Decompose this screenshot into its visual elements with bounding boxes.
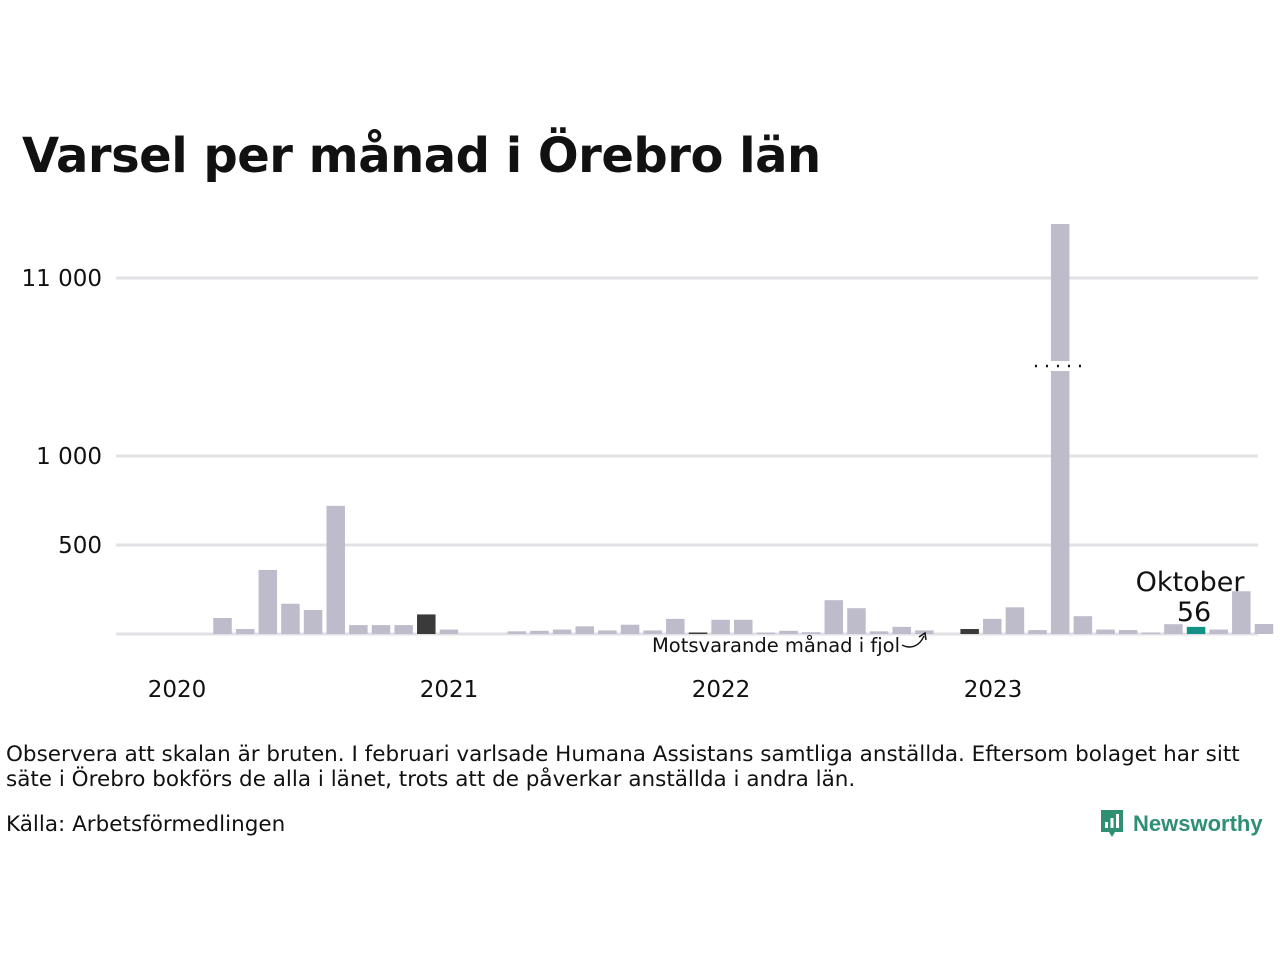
bar	[734, 619, 753, 634]
current-month-bar	[1186, 626, 1206, 634]
bar-chart-badge-icon	[1101, 810, 1123, 837]
bar	[869, 631, 889, 634]
previous-year-bar	[960, 629, 979, 634]
bar	[847, 608, 866, 634]
axis-break-marker	[1034, 361, 1086, 371]
y-tick-label: 11 000	[22, 266, 102, 292]
bar	[213, 617, 232, 634]
annotation-arrow	[901, 635, 925, 648]
bar	[620, 624, 640, 634]
bar	[1028, 630, 1047, 634]
bar	[507, 631, 527, 634]
bar	[824, 600, 844, 634]
bar	[1232, 591, 1251, 634]
x-axis-ticks: 2020 2021 2022 2023	[148, 677, 1023, 703]
x-tick-label: 2023	[964, 677, 1023, 703]
bar	[666, 618, 685, 634]
bar	[1254, 624, 1274, 634]
bar	[439, 629, 459, 634]
bar	[575, 626, 595, 634]
x-tick-label: 2021	[420, 677, 479, 703]
bar	[892, 626, 911, 634]
y-tick-label: 500	[58, 533, 102, 559]
bar	[552, 629, 572, 634]
bar	[530, 630, 549, 634]
bar	[756, 632, 776, 634]
bar	[394, 625, 413, 634]
previous-year-bar	[417, 614, 436, 634]
chart-note: Observera att skalan är bruten. I februa…	[6, 742, 1240, 792]
current-value-label: 56	[1177, 597, 1211, 628]
break-gap	[1048, 361, 1072, 371]
bars	[213, 224, 1274, 634]
bar	[779, 630, 798, 634]
y-tick-label: 1 000	[36, 444, 102, 470]
chart-title: Varsel per månad i Örebro län	[22, 128, 821, 184]
bar	[258, 569, 278, 634]
grid-lines	[116, 276, 1258, 636]
bar	[801, 632, 821, 634]
brand-name: Newsworthy	[1133, 811, 1263, 836]
bar	[1005, 607, 1025, 634]
bar	[915, 630, 934, 634]
previous-year-label: Motsvarande månad i fjol	[652, 634, 900, 657]
bar	[349, 625, 368, 634]
bar	[711, 619, 730, 634]
y-axis-ticks: 500 1 000 11 000	[22, 266, 102, 559]
bar	[1073, 616, 1093, 634]
bar	[303, 609, 323, 634]
newsworthy-logo[interactable]: Newsworthy	[1099, 808, 1263, 840]
bar	[1118, 630, 1138, 634]
bar	[1164, 624, 1183, 634]
annotation-arrow-head	[918, 631, 927, 641]
current-month-label: Oktober	[1136, 567, 1246, 598]
bar	[643, 630, 662, 634]
bar	[1141, 632, 1161, 634]
bar	[1096, 629, 1115, 634]
source-label: Källa: Arbetsförmedlingen	[6, 812, 286, 837]
bar	[326, 505, 345, 634]
x-tick-label: 2020	[148, 677, 207, 703]
bar	[598, 630, 617, 634]
x-tick-label: 2022	[692, 677, 751, 703]
bar	[281, 603, 300, 634]
bar	[1050, 224, 1070, 634]
bar	[983, 618, 1002, 634]
previous-year-bar	[688, 632, 708, 634]
bar	[1209, 629, 1228, 634]
bar	[235, 629, 255, 634]
bar	[371, 625, 391, 634]
